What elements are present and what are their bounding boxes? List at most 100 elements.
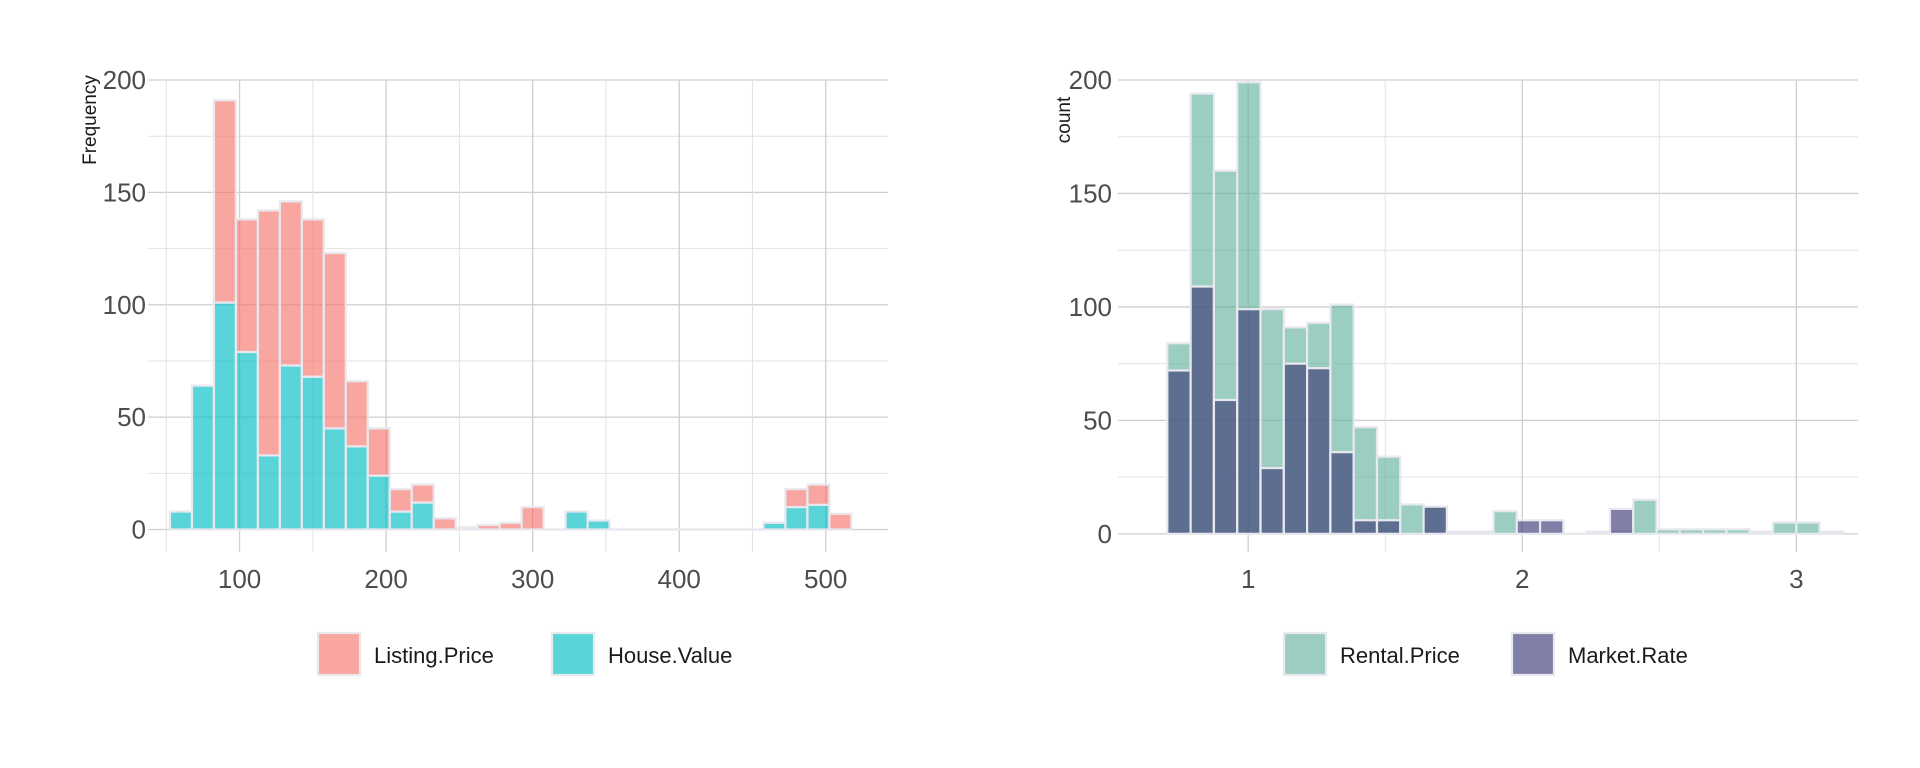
left-y-tick-label: 200 <box>103 65 146 95</box>
left-bar-house-value <box>278 364 303 531</box>
left-bar-house-value <box>212 301 238 531</box>
right-x-tick-label: 1 <box>1241 564 1255 594</box>
right-bar-market-rate <box>1352 519 1379 535</box>
left-x-tick-label: 200 <box>364 564 407 594</box>
left-y-tick-label: 100 <box>103 290 146 320</box>
left-bar-empty <box>653 528 676 531</box>
left-bar-empty <box>697 528 720 531</box>
chart-left-histogram: 0 50 100 150 200 100 200 300 400 500 Frequency List… <box>80 65 888 677</box>
left-bar-house-value <box>784 505 809 531</box>
right-bar-rental-price <box>1771 521 1798 535</box>
left-bar-empty <box>543 528 566 531</box>
right-bar-empty <box>1563 532 1587 536</box>
left-bar-listing-price <box>344 380 369 448</box>
left-bars <box>168 99 853 531</box>
left-bar-listing-price <box>366 427 391 477</box>
left-y-axis-title: Frequency <box>80 75 101 165</box>
chart-right-panel: 0 50 100 150 200 1 2 3 count Rental.Price Market.R… <box>960 0 1920 768</box>
left-bar-house-value <box>344 445 369 531</box>
right-bar-market-rate <box>1422 505 1448 535</box>
right-y-axis-title: count <box>1054 96 1075 143</box>
left-bar-house-value <box>256 454 281 531</box>
left-bar-listing-price <box>784 487 809 509</box>
left-x-tick-label: 400 <box>657 564 700 594</box>
right-legend-swatch-rental-price <box>1282 631 1328 677</box>
left-bar-listing-price <box>828 512 853 531</box>
right-bars <box>1166 81 1845 536</box>
left-bar-listing-price <box>278 200 303 367</box>
left-bar-empty <box>741 528 764 531</box>
left-bar-listing-price <box>454 526 479 531</box>
right-bar-market-rate <box>1515 519 1542 535</box>
right-y-tick-label: 150 <box>1069 178 1112 208</box>
right-bar-rental-price <box>1678 528 1705 535</box>
left-bar-house-value <box>388 510 413 531</box>
right-bar-rental-price <box>1469 530 1495 535</box>
right-bar-market-rate <box>1259 466 1285 535</box>
left-bar-empty <box>609 528 632 531</box>
right-bar-rental-price <box>1585 530 1612 535</box>
right-bar-rental-price <box>1702 528 1728 535</box>
right-legend: Rental.Price Market.Rate <box>1282 631 1688 677</box>
right-bar-market-rate <box>1282 362 1309 535</box>
left-x-tick-label: 100 <box>218 564 261 594</box>
left-bar-listing-price <box>410 483 435 504</box>
left-y-tick-label: 150 <box>103 177 146 207</box>
right-bar-market-rate <box>1375 519 1402 535</box>
right-bar-rental-price <box>1795 521 1821 535</box>
right-legend-label-market-rate: Market.Rate <box>1568 643 1688 668</box>
left-bar-house-value <box>300 375 325 531</box>
left-bar-listing-price <box>300 218 325 378</box>
left-bar-empty <box>675 528 698 531</box>
left-bar-house-value <box>564 510 589 531</box>
left-x-tick-label: 300 <box>511 564 554 594</box>
right-y-tick-label: 100 <box>1069 292 1112 322</box>
left-legend-swatch-house-value <box>550 631 596 677</box>
left-bar-empty <box>631 528 654 531</box>
right-bar-rental-price <box>1818 530 1845 535</box>
left-bar-listing-price <box>520 505 545 531</box>
right-legend-label-rental-price: Rental.Price <box>1340 643 1460 668</box>
left-bar-house-value <box>762 521 787 531</box>
left-bar-listing-price <box>476 523 501 531</box>
left-bar-house-value <box>586 519 611 531</box>
left-y-tick-label: 50 <box>117 402 146 432</box>
left-bar-house-value <box>322 427 347 531</box>
right-bar-market-rate <box>1329 451 1355 535</box>
right-x-tick-label: 2 <box>1515 564 1529 594</box>
left-bar-house-value <box>168 510 194 531</box>
right-bar-rental-price <box>1399 503 1425 535</box>
left-bar-house-value <box>234 350 260 531</box>
left-bar-listing-price <box>212 99 238 304</box>
right-bar-rental-price <box>1352 426 1379 535</box>
left-bar-listing-price <box>806 483 831 506</box>
right-bar-market-rate <box>1608 507 1635 535</box>
right-bar-rental-price <box>1748 530 1775 535</box>
chart-right-histogram: 0 50 100 150 200 1 2 3 count Rental.Price Market.R… <box>1054 65 1858 677</box>
right-x-tick-label: 3 <box>1789 564 1803 594</box>
right-legend-swatch-market-rate <box>1510 631 1556 677</box>
left-bar-house-value <box>366 474 391 531</box>
left-bar-listing-price <box>322 251 347 430</box>
left-bar-house-value <box>410 501 435 531</box>
right-bar-market-rate <box>1306 367 1332 535</box>
right-bar-market-rate <box>1236 308 1262 535</box>
left-bar-listing-price <box>388 487 413 513</box>
left-bar-house-value <box>806 503 831 531</box>
right-bar-market-rate <box>1189 285 1216 535</box>
right-bar-rental-price <box>1492 510 1518 535</box>
right-bar-rental-price <box>1655 528 1681 535</box>
left-x-tick-label: 500 <box>804 564 847 594</box>
right-bar-rental-price <box>1445 530 1472 535</box>
right-y-tick-label: 0 <box>1098 519 1112 549</box>
right-bar-rental-price <box>1725 528 1751 535</box>
right-bar-rental-price <box>1632 498 1658 535</box>
left-legend-label-house-value: House.Value <box>608 643 732 668</box>
left-legend-swatch-listing-price <box>316 631 362 677</box>
left-legend: Listing.Price House.Value <box>316 631 732 677</box>
left-y-tick-label: 0 <box>132 515 146 545</box>
right-bar-market-rate <box>1538 519 1565 535</box>
left-bar-listing-price <box>498 521 523 531</box>
left-bar-listing-price <box>234 218 260 354</box>
right-bar-market-rate <box>1212 398 1239 535</box>
